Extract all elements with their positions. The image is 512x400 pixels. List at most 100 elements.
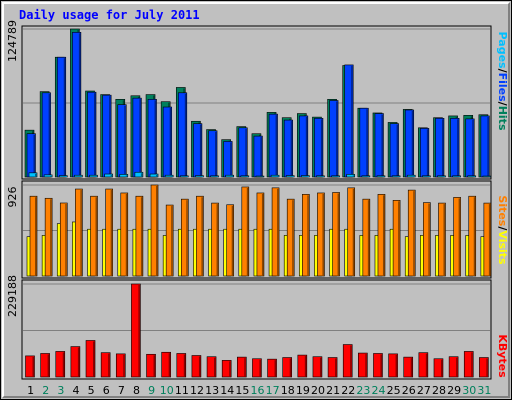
day-label-25: 25 [387, 384, 401, 397]
sites-bar-25 [392, 200, 401, 277]
kbytes-bar-30-shade [471, 352, 473, 377]
kbytes-bar-18-body [282, 357, 292, 378]
kbytes-bar-30 [463, 351, 474, 378]
files-bar-25 [389, 123, 399, 178]
kbytes-bar-16 [252, 358, 262, 378]
kbytes-bar-14-shade [229, 361, 231, 377]
files-bar-28-shade [441, 119, 444, 177]
sites-bar-17 [271, 187, 280, 277]
pages-bar-7-body [119, 174, 129, 178]
files-bar-5-shade [94, 93, 96, 177]
sites-bar-13-body [211, 202, 219, 277]
files-bar-14 [223, 141, 233, 178]
sites-bar-19-shade [307, 195, 309, 276]
day-label-27: 27 [417, 384, 431, 397]
kbytes-bar-28-shade [440, 359, 443, 377]
kbytes-bar-21 [327, 357, 338, 378]
pages-bar-17-shade [277, 176, 279, 177]
files-bar-26 [404, 109, 415, 178]
pages-bar-7-shade [125, 175, 128, 177]
kbytes-bar-30-body [463, 351, 474, 378]
pages-bar-3-body [58, 175, 68, 178]
kbytes-bar-6 [100, 352, 111, 378]
y-max-label-3: 229188 [6, 275, 19, 317]
files-bar-3-shade [63, 58, 66, 177]
pages-bar-14-body [225, 174, 234, 178]
pages-bar-9-body [149, 173, 159, 178]
sites-bar-10-shade [171, 206, 173, 276]
pages-bar-14-shade [231, 176, 234, 177]
files-bar-18 [283, 119, 293, 178]
pages-bar-29 [452, 175, 461, 178]
files-bar-1-shade [33, 134, 35, 177]
kbytes-bar-9 [146, 353, 156, 378]
files-bar-11 [177, 92, 188, 178]
kbytes-bar-28-body [433, 358, 444, 378]
kbytes-bar-20-body [312, 356, 323, 378]
sites-bar-29 [453, 197, 461, 277]
kbytes-bar-4-body [70, 346, 81, 378]
kbytes-bar-7 [115, 353, 126, 378]
files-bar-20 [314, 117, 324, 178]
pages-bar-4-shade [80, 176, 82, 177]
kbytes-bar-13-body [206, 356, 217, 378]
files-bar-21-shade [336, 101, 338, 177]
files-bar-9 [147, 99, 157, 178]
sites-bar-8 [135, 195, 144, 277]
pages-bar-15-body [240, 175, 250, 178]
pages-bar-1-shade [35, 173, 37, 177]
kbytes-bar-24-body [373, 353, 383, 378]
sites-bar-12-body [196, 195, 204, 277]
pages-bar-31 [482, 175, 492, 178]
kbytes-bar-2-body [40, 353, 50, 378]
files-bar-1 [26, 133, 36, 178]
kbytes-bar-17 [267, 358, 277, 378]
kbytes-bar-5-body [85, 340, 96, 378]
pages-bar-25 [391, 175, 401, 178]
files-bar-2 [41, 92, 51, 178]
pages-bar-11-body [179, 175, 189, 178]
kbytes-bar-2 [40, 353, 50, 378]
kbytes-bar-31 [479, 357, 489, 378]
day-label-22: 22 [341, 384, 355, 397]
day-label-17: 17 [266, 384, 280, 397]
kbytes-bar-3-body [55, 351, 66, 378]
files-bar-10-shade [169, 108, 172, 177]
kbytes-bar-7-body [115, 353, 126, 378]
pages-bar-6 [104, 173, 113, 178]
pages-bar-26-body [406, 174, 416, 178]
day-label-23: 23 [356, 384, 370, 397]
pages-bar-4-body [74, 174, 83, 178]
legend-item-sites: Sites [496, 195, 509, 226]
sites-bar-9-body [150, 184, 159, 277]
kbytes-bar-5-shade [93, 341, 95, 377]
sites-bar-3-body [59, 202, 68, 277]
pages-bar-28 [437, 175, 446, 178]
files-bar-5 [87, 91, 97, 178]
files-bar-27 [420, 128, 430, 178]
kbytes-bar-9-shade [153, 355, 156, 377]
pages-bar-12 [195, 175, 204, 178]
sites-bar-14-shade [231, 205, 234, 276]
files-bar-4 [72, 32, 82, 178]
sites-bar-15 [241, 186, 250, 277]
files-bar-6 [102, 94, 112, 178]
kbytes-bar-3 [55, 351, 66, 378]
sites-bar-24-shade [382, 195, 385, 276]
kbytes-bar-21-body [327, 357, 338, 378]
pages-bar-4 [74, 174, 83, 178]
sites-bar-4-body [75, 188, 83, 277]
sites-bar-16 [256, 192, 265, 277]
kbytes-bar-29-body [448, 356, 459, 378]
sites-bar-6 [105, 188, 113, 277]
pages-bar-5 [89, 174, 98, 178]
kbytes-bar-15 [237, 356, 247, 378]
day-label-3: 3 [57, 384, 64, 397]
kbytes-bar-21-shade [335, 358, 337, 377]
pages-bar-3 [58, 175, 68, 178]
kbytes-bar-28 [433, 358, 444, 378]
sites-bar-1 [29, 195, 38, 277]
sites-bar-24-body [377, 194, 386, 277]
legend-3: KBytes [496, 334, 509, 378]
pages-bar-14 [225, 174, 234, 178]
